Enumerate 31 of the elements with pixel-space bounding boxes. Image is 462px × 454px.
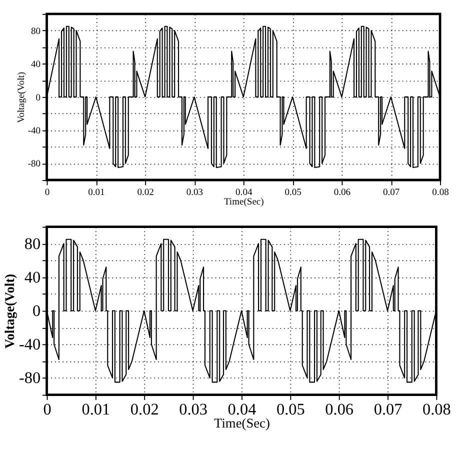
x-tick-label: 0.04 [228,400,256,418]
x-tick-label: 0.03 [186,186,204,198]
y-tick-label: -40 [18,336,41,354]
x-tick-label: 0.05 [284,186,302,198]
x-tick-label: 0.04 [236,186,252,198]
x-tick-label: 0.01 [82,400,110,418]
x-tick-label: 0.07 [374,400,402,418]
y-tick-label: -80 [18,369,41,388]
y-tick-label: -40 [28,126,41,137]
y-axis-title: Voltage(Volt) [2,274,18,349]
y-tick-label: -80 [28,158,41,170]
x-axis-title: Time(Sec) [224,196,264,208]
x-tick-label: 0.08 [432,186,450,198]
x-tick-label: 0.03 [179,400,208,418]
x-tick-label: 0.02 [130,400,159,418]
x-tick-label: 0.05 [276,400,305,418]
x-tick-label: 0.01 [88,186,105,198]
y-tick-label: 0 [32,302,41,320]
x-tick-label: 0 [44,186,50,198]
x-tick-label: 0.06 [334,186,351,198]
x-tick-label: 0.08 [422,400,451,418]
y-tick-label: 40 [31,59,41,70]
y-tick-label: 0 [36,92,41,104]
x-tick-label: 0.06 [325,400,354,418]
x-axis-title: Time(Sec) [214,416,270,431]
y-tick-label: 80 [31,26,41,37]
y-tick-label: 40 [24,268,41,286]
y-axis-title: Voltage(Volt) [16,72,28,123]
y-tick-label: 80 [24,234,41,253]
x-tick-label: 0.07 [383,186,400,198]
x-tick-label: 0.02 [137,186,154,198]
